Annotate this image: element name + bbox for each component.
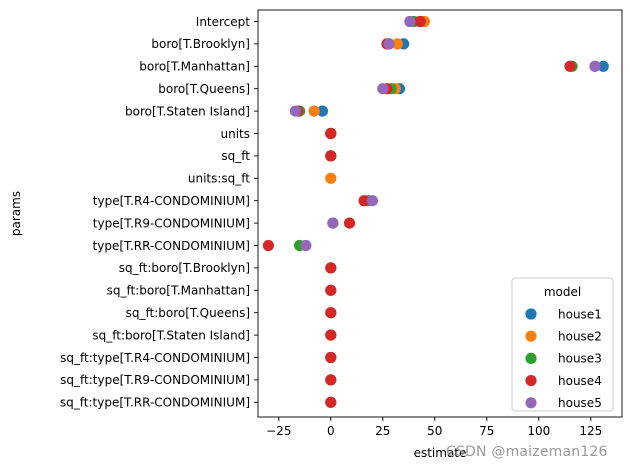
x-tick-label: 50: [427, 424, 442, 438]
point-house4: [325, 396, 337, 408]
legend-marker-house5: [525, 397, 537, 409]
y-tick-label: type[T.R4-CONDOMINIUM]: [93, 194, 250, 208]
point-house5: [377, 83, 389, 95]
point-house5: [404, 15, 416, 28]
point-house4: [343, 217, 356, 229]
y-tick-label: boro[T.Manhattan]: [139, 60, 250, 74]
legend-marker-house4: [525, 375, 537, 387]
x-axis-label: estimate: [414, 446, 467, 460]
legend-title: model: [544, 285, 581, 299]
point-house4: [325, 150, 337, 162]
legend-label-house3: house3: [558, 352, 602, 366]
point-house4: [262, 239, 274, 252]
x-tick-label: 100: [527, 424, 550, 438]
y-tick-label: sq_ft:type[T.RR-CONDOMINIUM]: [60, 396, 250, 410]
point-house2: [325, 172, 337, 184]
point-house4: [325, 374, 337, 386]
x-tick-label: −25: [266, 424, 291, 438]
point-house4: [564, 60, 576, 72]
point-house4: [414, 15, 426, 28]
legend-label-house1: house1: [558, 307, 602, 321]
plot-frame: [257, 9, 623, 418]
point-house5: [300, 239, 312, 252]
y-tick-label: units:sq_ft: [188, 172, 250, 186]
x-ticks: −25 0 25 50 75 100 125: [266, 417, 602, 438]
x-tick-label: 25: [375, 424, 390, 438]
x-tick-label: 125: [579, 424, 602, 438]
x-tick-label: 75: [479, 424, 494, 438]
point-house2: [308, 105, 320, 117]
y-tick-label: sq_ft:boro[T.Queens]: [126, 306, 250, 320]
point-house5: [327, 217, 339, 229]
y-tick-label: type[T.RR-CONDOMINIUM]: [93, 239, 250, 253]
y-tick-label: sq_ft:type[T.R9-CONDOMINIUM]: [60, 373, 250, 387]
point-house4: [325, 351, 337, 364]
point-house2: [391, 38, 403, 50]
y-tick-label: Intercept: [196, 15, 251, 29]
point-house5: [383, 38, 395, 50]
point-house4: [325, 262, 337, 274]
legend: model house1 house2 house3 house4 house5: [511, 277, 614, 412]
y-tick-label: sq_ft:boro[T.Manhattan]: [107, 284, 250, 298]
point-house4: [325, 284, 337, 296]
point-house1: [597, 60, 609, 72]
legend-marker-house2: [525, 330, 537, 342]
point-house4: [325, 307, 337, 319]
y-tick-label: sq_ft:type[T.R4-CONDOMINIUM]: [60, 351, 250, 365]
y-axis-label: params: [9, 191, 23, 236]
data-points: [262, 15, 609, 408]
y-tick-label: sq_ft:boro[T.Brooklyn]: [119, 261, 250, 275]
y-tick-label: units: [220, 127, 250, 141]
point-house5: [289, 105, 302, 117]
y-tick-label: boro[T.Brooklyn]: [151, 37, 250, 51]
legend-label-house5: house5: [558, 396, 602, 410]
point-house4: [325, 127, 337, 140]
y-tick-label: boro[T.Staten Island]: [125, 104, 250, 118]
y-tick-label: sq_ft:boro[T.Staten Island]: [92, 328, 250, 342]
legend-label-house4: house4: [558, 374, 602, 388]
y-tick-label: sq_ft: [221, 149, 250, 163]
legend-marker-house1: [525, 308, 537, 320]
legend-label-house2: house2: [558, 330, 602, 344]
point-house1: [316, 105, 329, 117]
point-house4: [358, 195, 370, 207]
watermark: CSDN @maizeman126: [446, 444, 608, 460]
y-tick-label: type[T.R9-CONDOMINIUM]: [93, 216, 250, 230]
x-tick-label: 0: [327, 424, 335, 438]
y-tick-label: boro[T.Queens]: [158, 82, 250, 96]
axes-frame: [257, 9, 623, 418]
point-house4: [325, 329, 337, 341]
point-house5: [589, 60, 601, 72]
point-house5: [366, 195, 378, 207]
y-ticks: Intercept boro[T.Brooklyn] boro[T.Manhatta…: [60, 15, 258, 410]
legend-box: [511, 277, 614, 412]
legend-marker-house3: [525, 352, 537, 364]
